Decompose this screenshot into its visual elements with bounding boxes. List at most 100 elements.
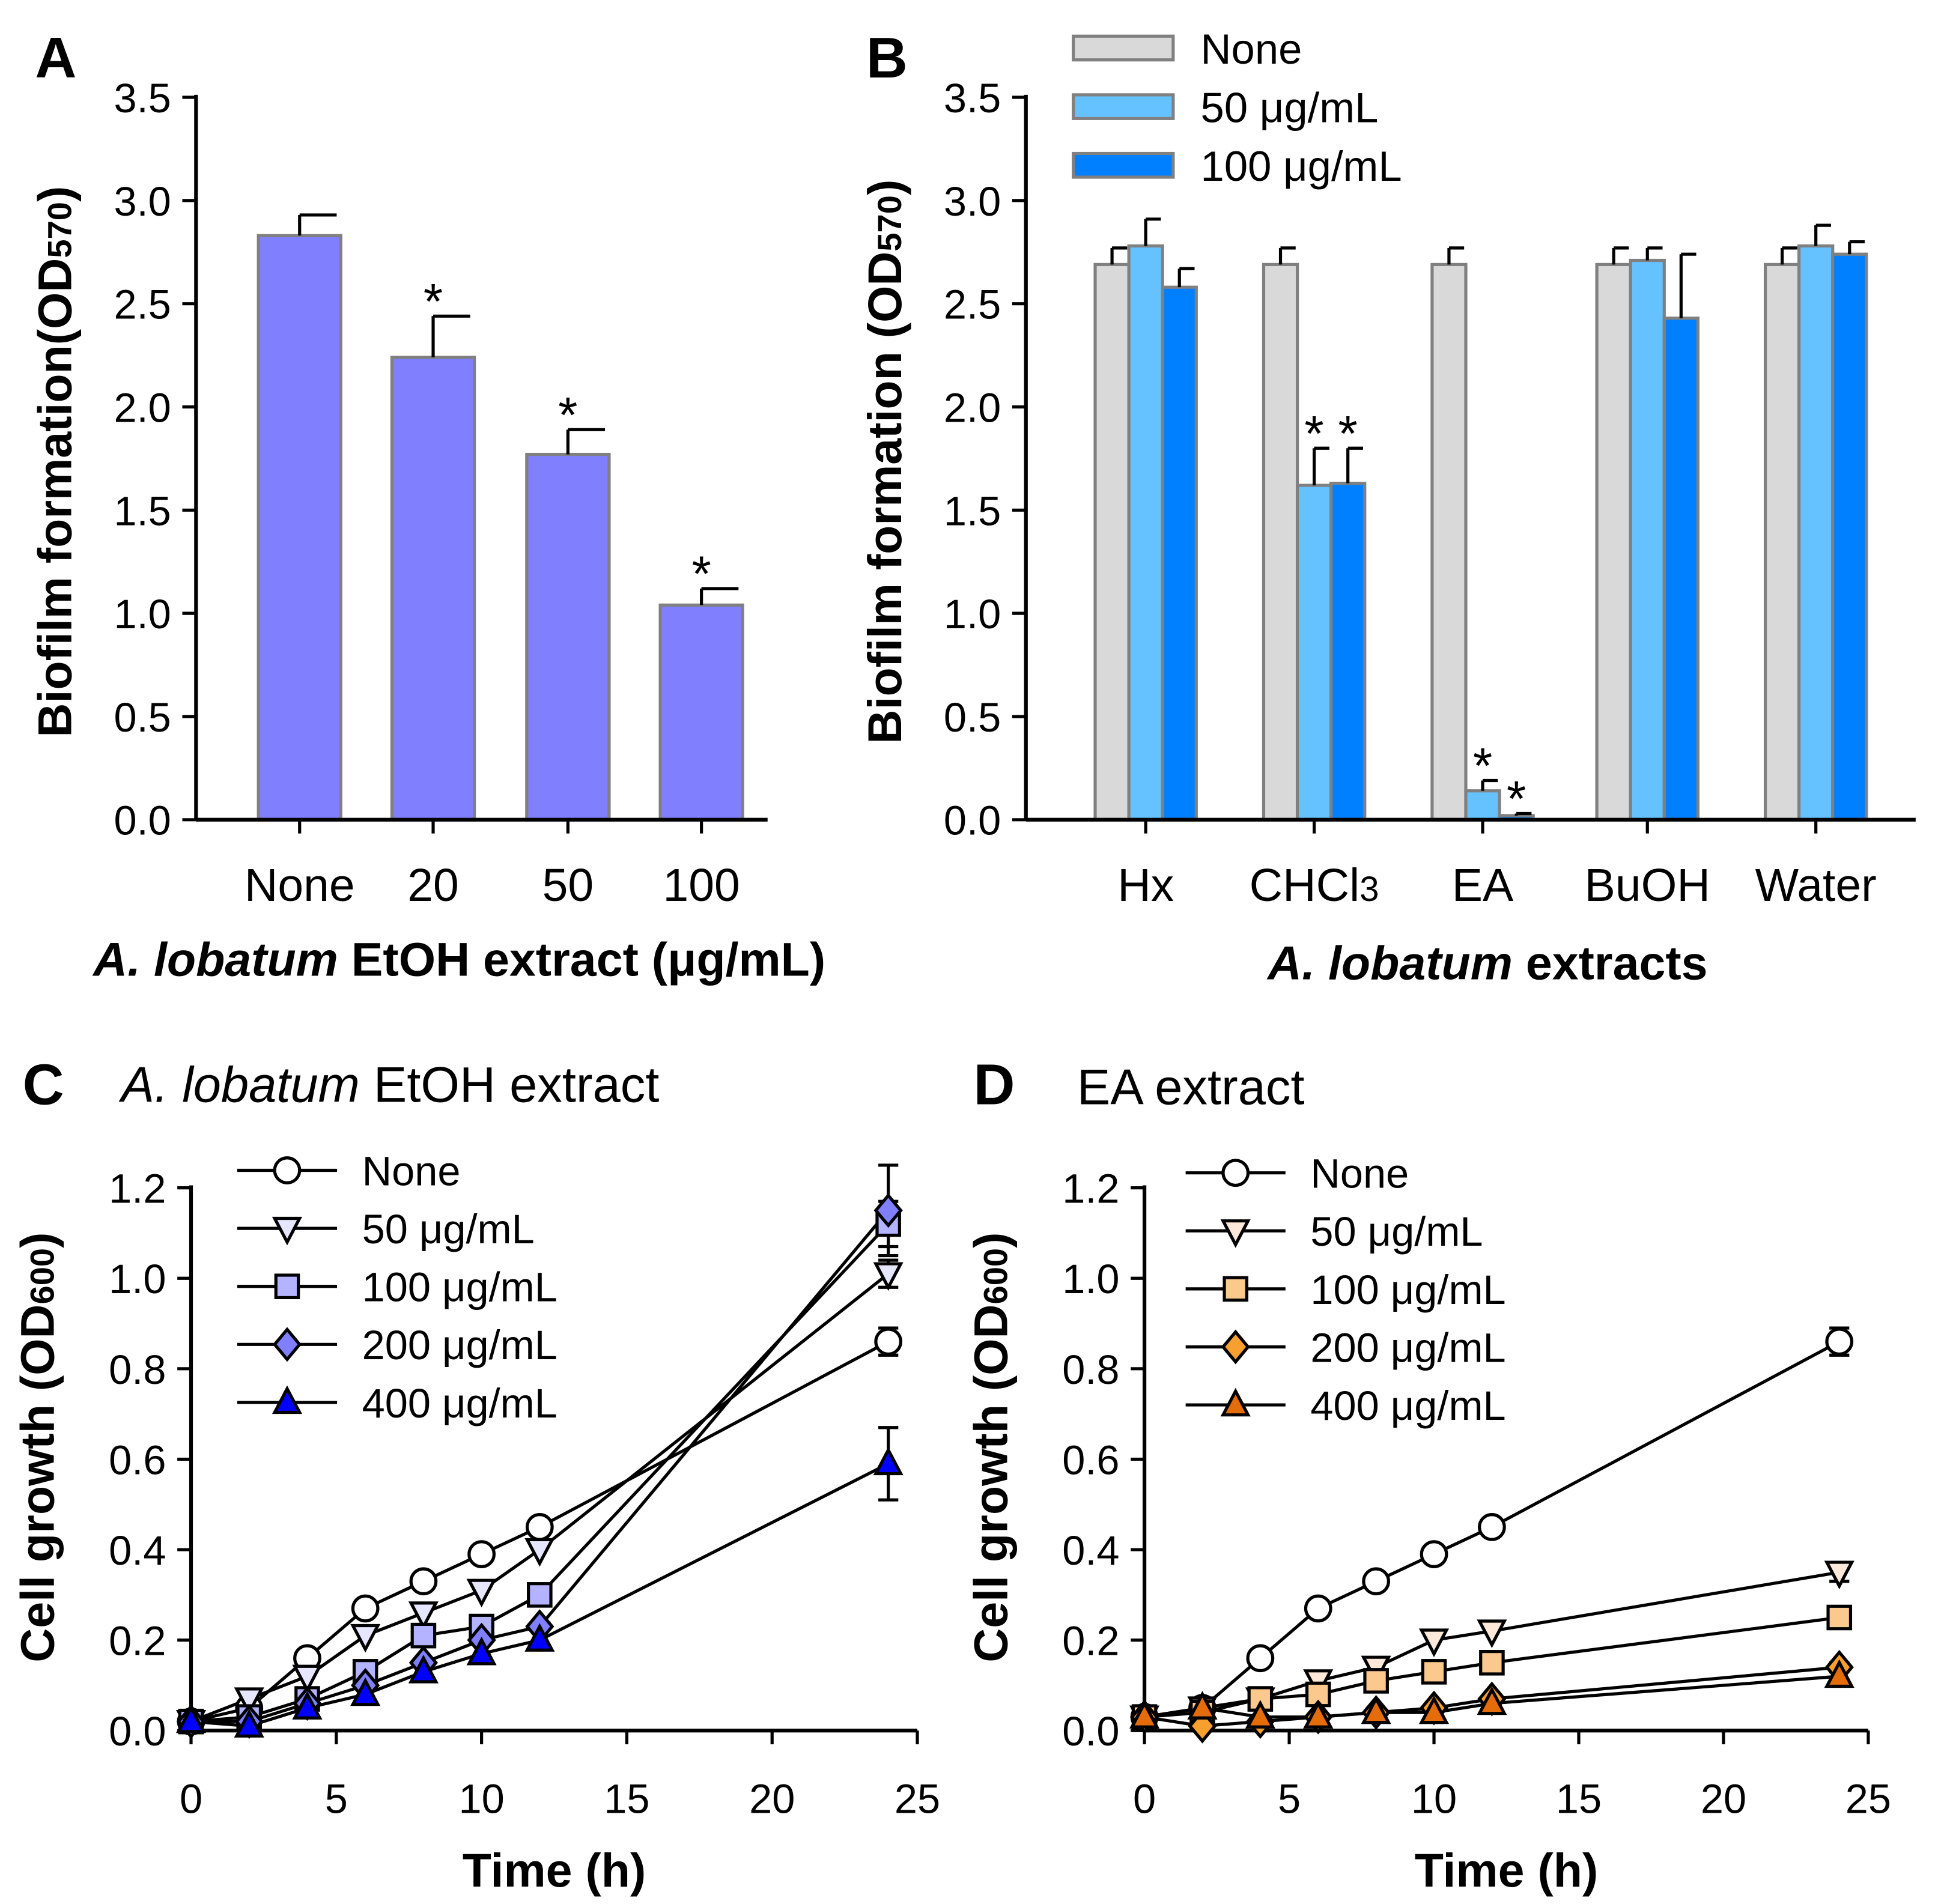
panel-d-y-tick-label: 0.0	[1062, 1708, 1119, 1754]
panel-b-legend-label: 50 μg/mL	[1201, 84, 1379, 132]
panel-a-xlabel-italic: A. lobatum	[92, 933, 338, 986]
panel-d-x-tick-label: 15	[1556, 1775, 1602, 1822]
panel-c-marker-triangle-up	[292, 1691, 323, 1720]
panel-d-ylabel: Cell growth (OD600)	[965, 1232, 1018, 1663]
panel-c-marker-triangle-up	[175, 1704, 207, 1733]
panel-c-y-tick-label: 0.4	[109, 1527, 166, 1574]
panel-c-marker-triangle-up	[234, 1709, 264, 1738]
panel-c-legend-marker-square	[274, 1273, 300, 1300]
panel-b-legend-swatch	[1072, 34, 1175, 62]
panel-d-legend-label: 100 μg/mL	[1310, 1267, 1505, 1313]
panel-d-legend-label: 200 μg/mL	[1310, 1324, 1505, 1371]
panel-d-legend-marker-triangle-up	[1220, 1387, 1251, 1417]
panel-d-legend-label: 50 μg/mL	[1310, 1208, 1483, 1255]
panel-b-bar	[1329, 482, 1367, 822]
panel-d-y-tick-label: 1.2	[1062, 1166, 1119, 1212]
panel-d-marker-circle	[1362, 1567, 1391, 1596]
panel-c-marker-triangle-down	[873, 1262, 904, 1291]
panel-c-marker-circle	[351, 1594, 380, 1623]
panel-b-y-tick-label: 1.0	[944, 591, 1001, 637]
panel-c-marker-triangle-down	[234, 1687, 264, 1716]
panel-d-title-rest: EA extract	[1077, 1059, 1305, 1115]
panel-b-xlabel-italic: A. lobatum	[1266, 937, 1513, 990]
panel-c-y-tick-label: 1.2	[109, 1166, 166, 1212]
panel-d-title: EA extract	[1077, 1059, 1305, 1115]
panel-a-bar	[658, 603, 744, 822]
panel-a-ylabel: Biofilm formation(OD570)	[29, 186, 82, 738]
panel-d-marker-square	[1479, 1650, 1505, 1676]
panel-d-x-tick-label: 5	[1278, 1775, 1301, 1822]
panel-a-ylabel-sub: 570	[41, 202, 79, 258]
panel-a-y-tick-label: 1.5	[114, 488, 171, 534]
panel-a-xlabel: A. lobatum EtOH extract (μg/mL)	[92, 933, 825, 986]
panel-a-y-tick-label: 0.0	[114, 798, 171, 844]
panel-b-x-tick-label: Water	[1755, 860, 1877, 911]
panel-c-marker-triangle-down	[292, 1664, 323, 1694]
panel-c-marker-triangle-up	[873, 1446, 904, 1476]
panel-b-bar	[1662, 317, 1699, 822]
panel-b-bar	[1295, 484, 1333, 822]
panel-c-marker-circle	[467, 1540, 496, 1568]
panel-c-ylabel-main: Cell growth (OD	[11, 1304, 64, 1662]
panel-d-x-tick-label: 25	[1845, 1775, 1891, 1822]
panel-d-legend-marker-square	[1223, 1276, 1249, 1302]
panel-c-x-tick-label: 25	[895, 1775, 940, 1822]
panel-b-bar	[1464, 789, 1501, 822]
panel-b-y-tick-label: 0.0	[944, 798, 1001, 844]
panel-d-ylabel-close: )	[965, 1232, 1018, 1248]
panel-d-y-tick-label: 0.4	[1062, 1527, 1119, 1574]
panel-d-ylabel-main: Cell growth (OD	[965, 1304, 1018, 1662]
panel-c-ylabel: Cell growth (OD600)	[11, 1232, 64, 1663]
panel-a-y-tick-label: 1.0	[114, 591, 171, 637]
panel-c-x-tick-label: 15	[604, 1775, 649, 1822]
panel-d-marker-triangle-up	[1361, 1695, 1391, 1724]
panel-c-x-tick-label: 10	[458, 1775, 504, 1822]
panel-c-marker-circle	[525, 1513, 554, 1541]
panel-b-y-tick-label: 3.0	[944, 178, 1001, 225]
panel-d-marker-triangle-down	[1477, 1619, 1507, 1649]
panel-c-y-tick-label: 0.8	[109, 1347, 166, 1393]
panel-label-c: C	[23, 1053, 64, 1117]
panel-a-y-tick-label: 3.5	[114, 75, 171, 121]
panel-a-ylabel-close: )	[29, 186, 82, 202]
panel-c-marker-diamond	[873, 1193, 903, 1228]
panel-a-x-tick-label: None	[245, 860, 355, 911]
panel-a-bar	[390, 356, 476, 822]
panel-d-y-tick-label: 1.0	[1062, 1256, 1119, 1302]
panel-c-x-tick-label: 0	[180, 1775, 202, 1822]
panel-c-title: A. lobatum EtOH extract	[118, 1057, 660, 1112]
panel-d-legend-marker-diamond	[1221, 1329, 1250, 1365]
panel-a-x-tick-label: 20	[407, 860, 459, 911]
panel-d-x-tick-label: 0	[1133, 1775, 1156, 1822]
panel-b-significance-mark: *	[1338, 405, 1358, 461]
panel-label-a: A	[35, 26, 76, 90]
panel-d-marker-triangle-up	[1477, 1686, 1507, 1715]
panel-d-marker-square	[1826, 1604, 1853, 1631]
panel-d-marker-circle	[1246, 1644, 1275, 1673]
panel-c-marker-circle	[874, 1327, 903, 1356]
panel-a-y-tick-label: 3.0	[114, 178, 171, 225]
panel-b-significance-mark: *	[1507, 771, 1526, 827]
panel-b-y-tick-label: 2.5	[944, 282, 1001, 328]
panel-a-significance-mark: *	[424, 273, 443, 329]
panel-b-x-tick-label: BuOH	[1585, 860, 1710, 911]
panel-d-legend-label: None	[1310, 1151, 1409, 1197]
panel-b-bar	[1629, 258, 1666, 822]
panel-b-bar	[1763, 262, 1801, 822]
panel-a-ylabel-main: Biofilm formation(OD	[29, 258, 82, 738]
panel-c-xlabel: Time (h)	[463, 1844, 646, 1897]
panel-c-marker-triangle-down	[524, 1538, 555, 1567]
panel-c-y-tick-label: 0.6	[109, 1437, 166, 1483]
panel-a-y-tick-label: 2.0	[114, 384, 171, 431]
panel-d-marker-triangle-down	[1418, 1628, 1450, 1658]
panel-d-marker-circle	[1420, 1540, 1448, 1568]
panel-a-bar	[257, 234, 342, 822]
panel-d-y-tick-label: 0.2	[1062, 1618, 1119, 1664]
panel-a-bar	[525, 452, 611, 822]
panel-d-legend-marker-circle	[1221, 1159, 1250, 1187]
panel-b-bar	[1797, 244, 1835, 822]
panel-c-legend-marker-circle	[273, 1156, 302, 1184]
panel-c-marker-triangle-up	[408, 1654, 439, 1684]
panel-b-y-tick-label: 0.5	[944, 694, 1001, 741]
